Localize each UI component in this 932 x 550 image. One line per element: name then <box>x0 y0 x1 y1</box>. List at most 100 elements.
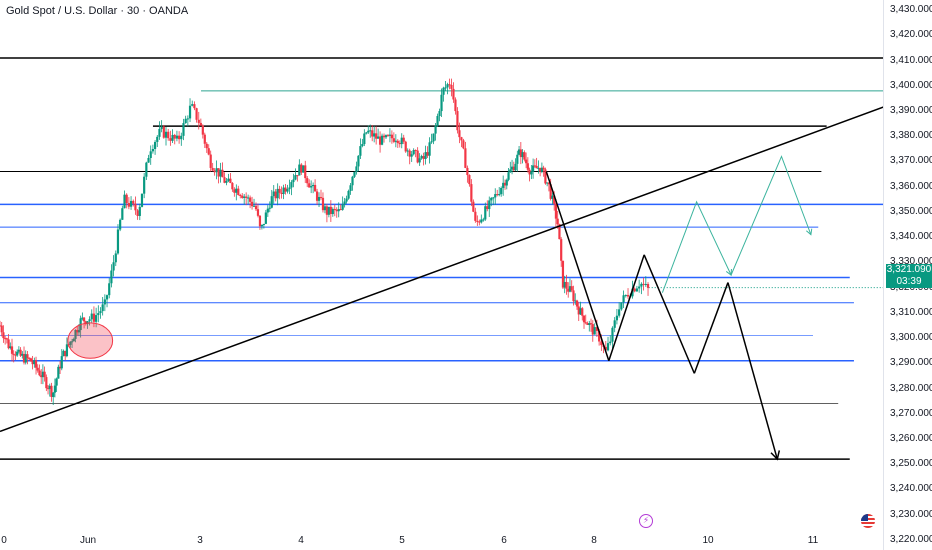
candle-body <box>19 349 22 356</box>
candle-body <box>496 194 499 196</box>
candle-body <box>644 283 647 285</box>
candle-body <box>402 137 405 142</box>
candle-body <box>633 288 636 292</box>
candle-body <box>422 156 425 159</box>
y-tick-label: 3,300.000 <box>890 332 932 344</box>
y-tick-label: 3,280.000 <box>890 382 932 394</box>
candle-body <box>266 208 269 213</box>
candle-body <box>414 150 417 152</box>
us-flag-icon[interactable] <box>861 514 875 528</box>
candle-body <box>609 341 612 344</box>
candle-body <box>17 349 20 352</box>
candle-body <box>248 197 252 202</box>
candle-body <box>143 176 146 194</box>
candle-body <box>480 219 483 223</box>
x-tick-label: 5 <box>399 535 405 546</box>
candle-body <box>162 126 165 138</box>
candle-body <box>284 187 287 192</box>
candle-body <box>298 164 301 176</box>
trend-line <box>643 254 696 374</box>
candle-body <box>528 169 531 175</box>
candle-body <box>209 154 212 168</box>
candle-body <box>359 146 362 156</box>
candle-body <box>355 166 358 173</box>
candle-body <box>264 212 267 224</box>
price-chart[interactable] <box>0 0 883 550</box>
candle-body <box>430 141 433 143</box>
candle-body <box>256 209 260 216</box>
candle-body <box>456 111 459 131</box>
y-tick-label: 3,400.000 <box>890 79 932 91</box>
flash-icon[interactable]: ⚡ <box>639 514 653 528</box>
candle-body <box>640 283 643 287</box>
candle-body <box>180 135 183 140</box>
candle-body <box>600 341 603 346</box>
candle-body <box>540 167 543 172</box>
candle-body <box>426 152 429 156</box>
candle-body <box>243 196 246 198</box>
candle-body <box>553 195 556 204</box>
candle-body <box>58 366 62 369</box>
candle-body <box>50 385 53 397</box>
current-price-label: 3,321.090 <box>886 264 932 275</box>
x-tick-label: 10 <box>702 535 714 546</box>
candle-body <box>215 168 218 173</box>
candle-body <box>341 204 344 210</box>
candle-body <box>544 169 547 184</box>
candle-body <box>5 338 8 340</box>
candle-body <box>225 180 228 183</box>
candle-body <box>361 144 364 147</box>
candle-body <box>201 125 204 135</box>
candle-body <box>378 136 382 145</box>
y-tick-label: 3,270.000 <box>890 407 932 419</box>
candle-body <box>593 327 596 335</box>
candle-body <box>203 134 206 144</box>
candle-body <box>468 175 471 185</box>
candle-body <box>380 135 384 145</box>
candle-body <box>570 286 573 291</box>
candle-body <box>112 262 115 271</box>
candle-body <box>223 177 226 183</box>
candle-body <box>532 165 535 172</box>
candle-body <box>219 169 222 177</box>
candle-body <box>574 300 577 302</box>
y-tick-label: 3,340.000 <box>890 231 932 243</box>
current-price-badge: 3,321.090 03:39 <box>886 264 932 288</box>
candle-body <box>2 332 5 339</box>
candle-body <box>347 190 350 199</box>
candle-body <box>428 142 431 156</box>
candle-body <box>48 385 51 389</box>
candle-body <box>315 191 319 201</box>
candle-body <box>53 385 57 393</box>
candle-body <box>454 99 457 112</box>
x-tick-label: 6 <box>501 535 507 546</box>
candle-body <box>221 169 224 178</box>
candle-body <box>575 300 579 307</box>
candle-body <box>24 354 27 363</box>
candle-body <box>337 209 340 212</box>
candle-body <box>404 141 407 152</box>
candle-body <box>558 224 561 240</box>
candle-body <box>624 294 627 296</box>
candle-body <box>138 206 141 216</box>
candle-body <box>270 196 273 208</box>
projection-path <box>661 155 812 293</box>
candle-body <box>304 165 307 179</box>
candle-body <box>207 148 210 155</box>
candle-body <box>321 197 325 211</box>
y-tick-label: 3,240.000 <box>890 483 932 495</box>
candle-body <box>108 283 111 296</box>
x-tick-label: Jun <box>79 535 97 546</box>
candle-body <box>394 140 397 142</box>
candle-body <box>478 221 481 223</box>
candle-body <box>382 135 386 138</box>
candle-body <box>631 288 634 297</box>
candle-body <box>331 208 334 215</box>
y-tick-label: 3,350.000 <box>890 205 932 217</box>
candle-body <box>0 325 3 333</box>
candle-body <box>40 375 43 378</box>
candle-body <box>290 182 293 188</box>
candle-body <box>292 179 295 183</box>
candle-body <box>392 138 395 142</box>
